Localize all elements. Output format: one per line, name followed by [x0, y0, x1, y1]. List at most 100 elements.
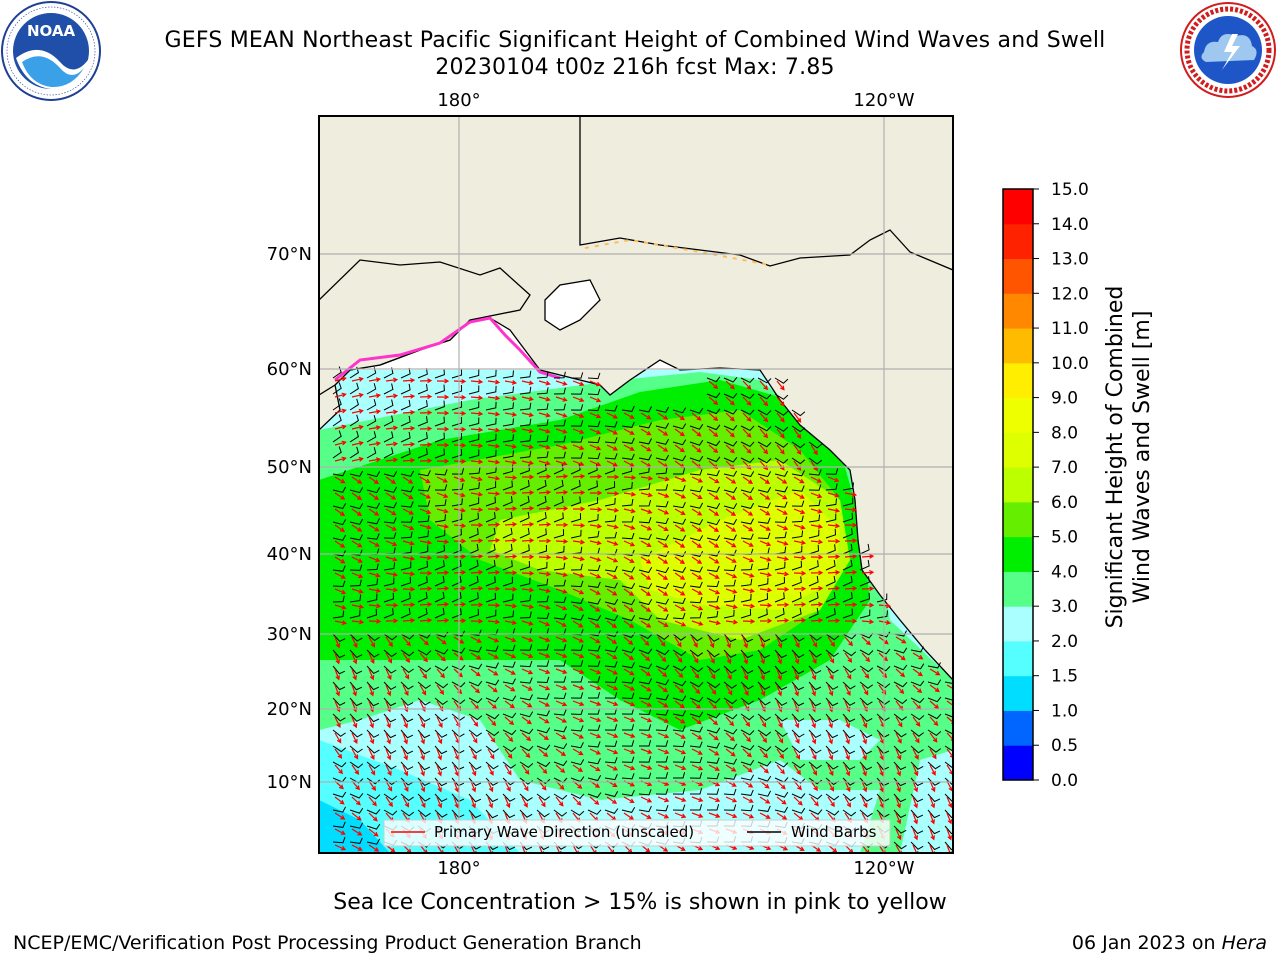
wave-arrow: [538, 684, 551, 691]
wind-barb: [622, 724, 635, 731]
wind-barb: [383, 486, 398, 493]
wind-barb: [434, 729, 448, 738]
wind-barb: [910, 825, 924, 835]
wind-barb: [366, 793, 381, 800]
wind-barb: [672, 597, 686, 605]
wind-barb: [587, 660, 601, 667]
wind-barb: [621, 789, 635, 797]
wind-barb: [366, 838, 381, 845]
wind-barb: [723, 534, 737, 541]
wind-barb: [859, 793, 873, 802]
wave-arrow: [691, 684, 701, 695]
wind-barb: [604, 646, 618, 653]
wave-arrow: [572, 522, 586, 528]
wave-arrow: [674, 748, 687, 755]
wave-arrow: [759, 587, 773, 593]
wave-arrow: [402, 409, 416, 415]
wind-barb: [417, 432, 428, 443]
wave-arrow: [759, 380, 769, 391]
wave-arrow: [776, 571, 790, 577]
wave-arrow: [402, 393, 416, 399]
wind-barb: [706, 565, 720, 572]
wave-arrow: [555, 620, 567, 627]
wind-barb: [791, 793, 806, 799]
wave-arrow: [368, 524, 380, 532]
wind-barb: [434, 560, 445, 571]
wind-barb: [876, 681, 891, 689]
wave-arrow: [351, 392, 364, 398]
wind-barb: [400, 592, 411, 603]
wind-barb: [859, 713, 873, 722]
wind-barb: [791, 441, 806, 449]
wind-barb: [774, 531, 787, 539]
colorbar-segment: [1003, 745, 1033, 781]
wave-arrow: [419, 732, 425, 745]
colorbar-segment: [1003, 571, 1033, 607]
wind-barb: [570, 452, 584, 459]
wave-arrow: [589, 716, 602, 722]
wind-barb: [910, 680, 925, 687]
wave-arrow: [351, 588, 364, 594]
wind-barb: [604, 773, 618, 781]
wave-arrow: [589, 380, 602, 387]
wind-barb: [485, 543, 496, 555]
wave-arrow: [759, 412, 769, 423]
wave-arrow: [793, 684, 799, 697]
wave-arrow: [419, 555, 433, 561]
wave-arrow: [708, 604, 721, 610]
wind-barb: [621, 437, 635, 444]
wave-arrow: [674, 588, 686, 596]
wave-arrow: [810, 617, 824, 623]
wind-barb: [383, 729, 397, 739]
wave-arrow: [538, 652, 551, 658]
wind-barb: [468, 761, 482, 770]
wave-arrow: [504, 748, 513, 759]
wave-arrow: [606, 636, 618, 645]
wave-arrow: [402, 748, 408, 761]
wind-barb: [638, 550, 653, 557]
wind-barb: [723, 376, 738, 383]
wind-barb: [689, 633, 703, 642]
wave-arrow: [725, 556, 737, 563]
wind-barb: [774, 393, 789, 400]
wind-barb: [910, 729, 924, 737]
wind-barb: [842, 633, 857, 640]
wind-barb: [604, 437, 618, 444]
wind-barb: [383, 809, 398, 816]
wind-barb: [723, 609, 735, 619]
wind-barb: [927, 713, 942, 720]
wind-barb: [604, 615, 619, 622]
wind-barb: [791, 761, 806, 769]
wind-barb: [400, 447, 411, 459]
chart-title: GEFS MEAN Northeast Pacific Significant …: [164, 28, 1106, 53]
wave-arrow: [844, 522, 858, 528]
wave-arrow: [555, 796, 564, 807]
wave-arrow: [555, 506, 569, 512]
wind-barb: [451, 713, 465, 721]
wave-arrow: [810, 684, 816, 697]
wind-barb: [434, 529, 446, 539]
wind-barb: [536, 710, 550, 717]
wave-arrow: [555, 538, 569, 544]
wind-barb: [723, 681, 737, 689]
wave-arrow: [606, 588, 618, 596]
wind-barb: [502, 370, 514, 379]
wind-barb: [400, 681, 414, 690]
wave-arrow: [334, 684, 341, 697]
wind-barb: [757, 409, 772, 416]
wind-barb: [604, 598, 619, 605]
wind-barb: [553, 403, 566, 411]
wind-barb: [332, 595, 345, 603]
wind-barb: [774, 561, 786, 571]
wind-barb: [605, 708, 618, 715]
wind-barb: [434, 368, 445, 379]
wave-arrow: [572, 588, 585, 595]
wind-barb: [706, 633, 720, 642]
wind-barb: [723, 579, 736, 587]
wind-barb: [706, 742, 720, 749]
wind-barb: [859, 729, 873, 739]
wave-arrow: [538, 732, 549, 741]
wave-arrow: [946, 732, 953, 742]
wave-arrow: [725, 380, 735, 390]
wind-barb: [672, 485, 686, 492]
